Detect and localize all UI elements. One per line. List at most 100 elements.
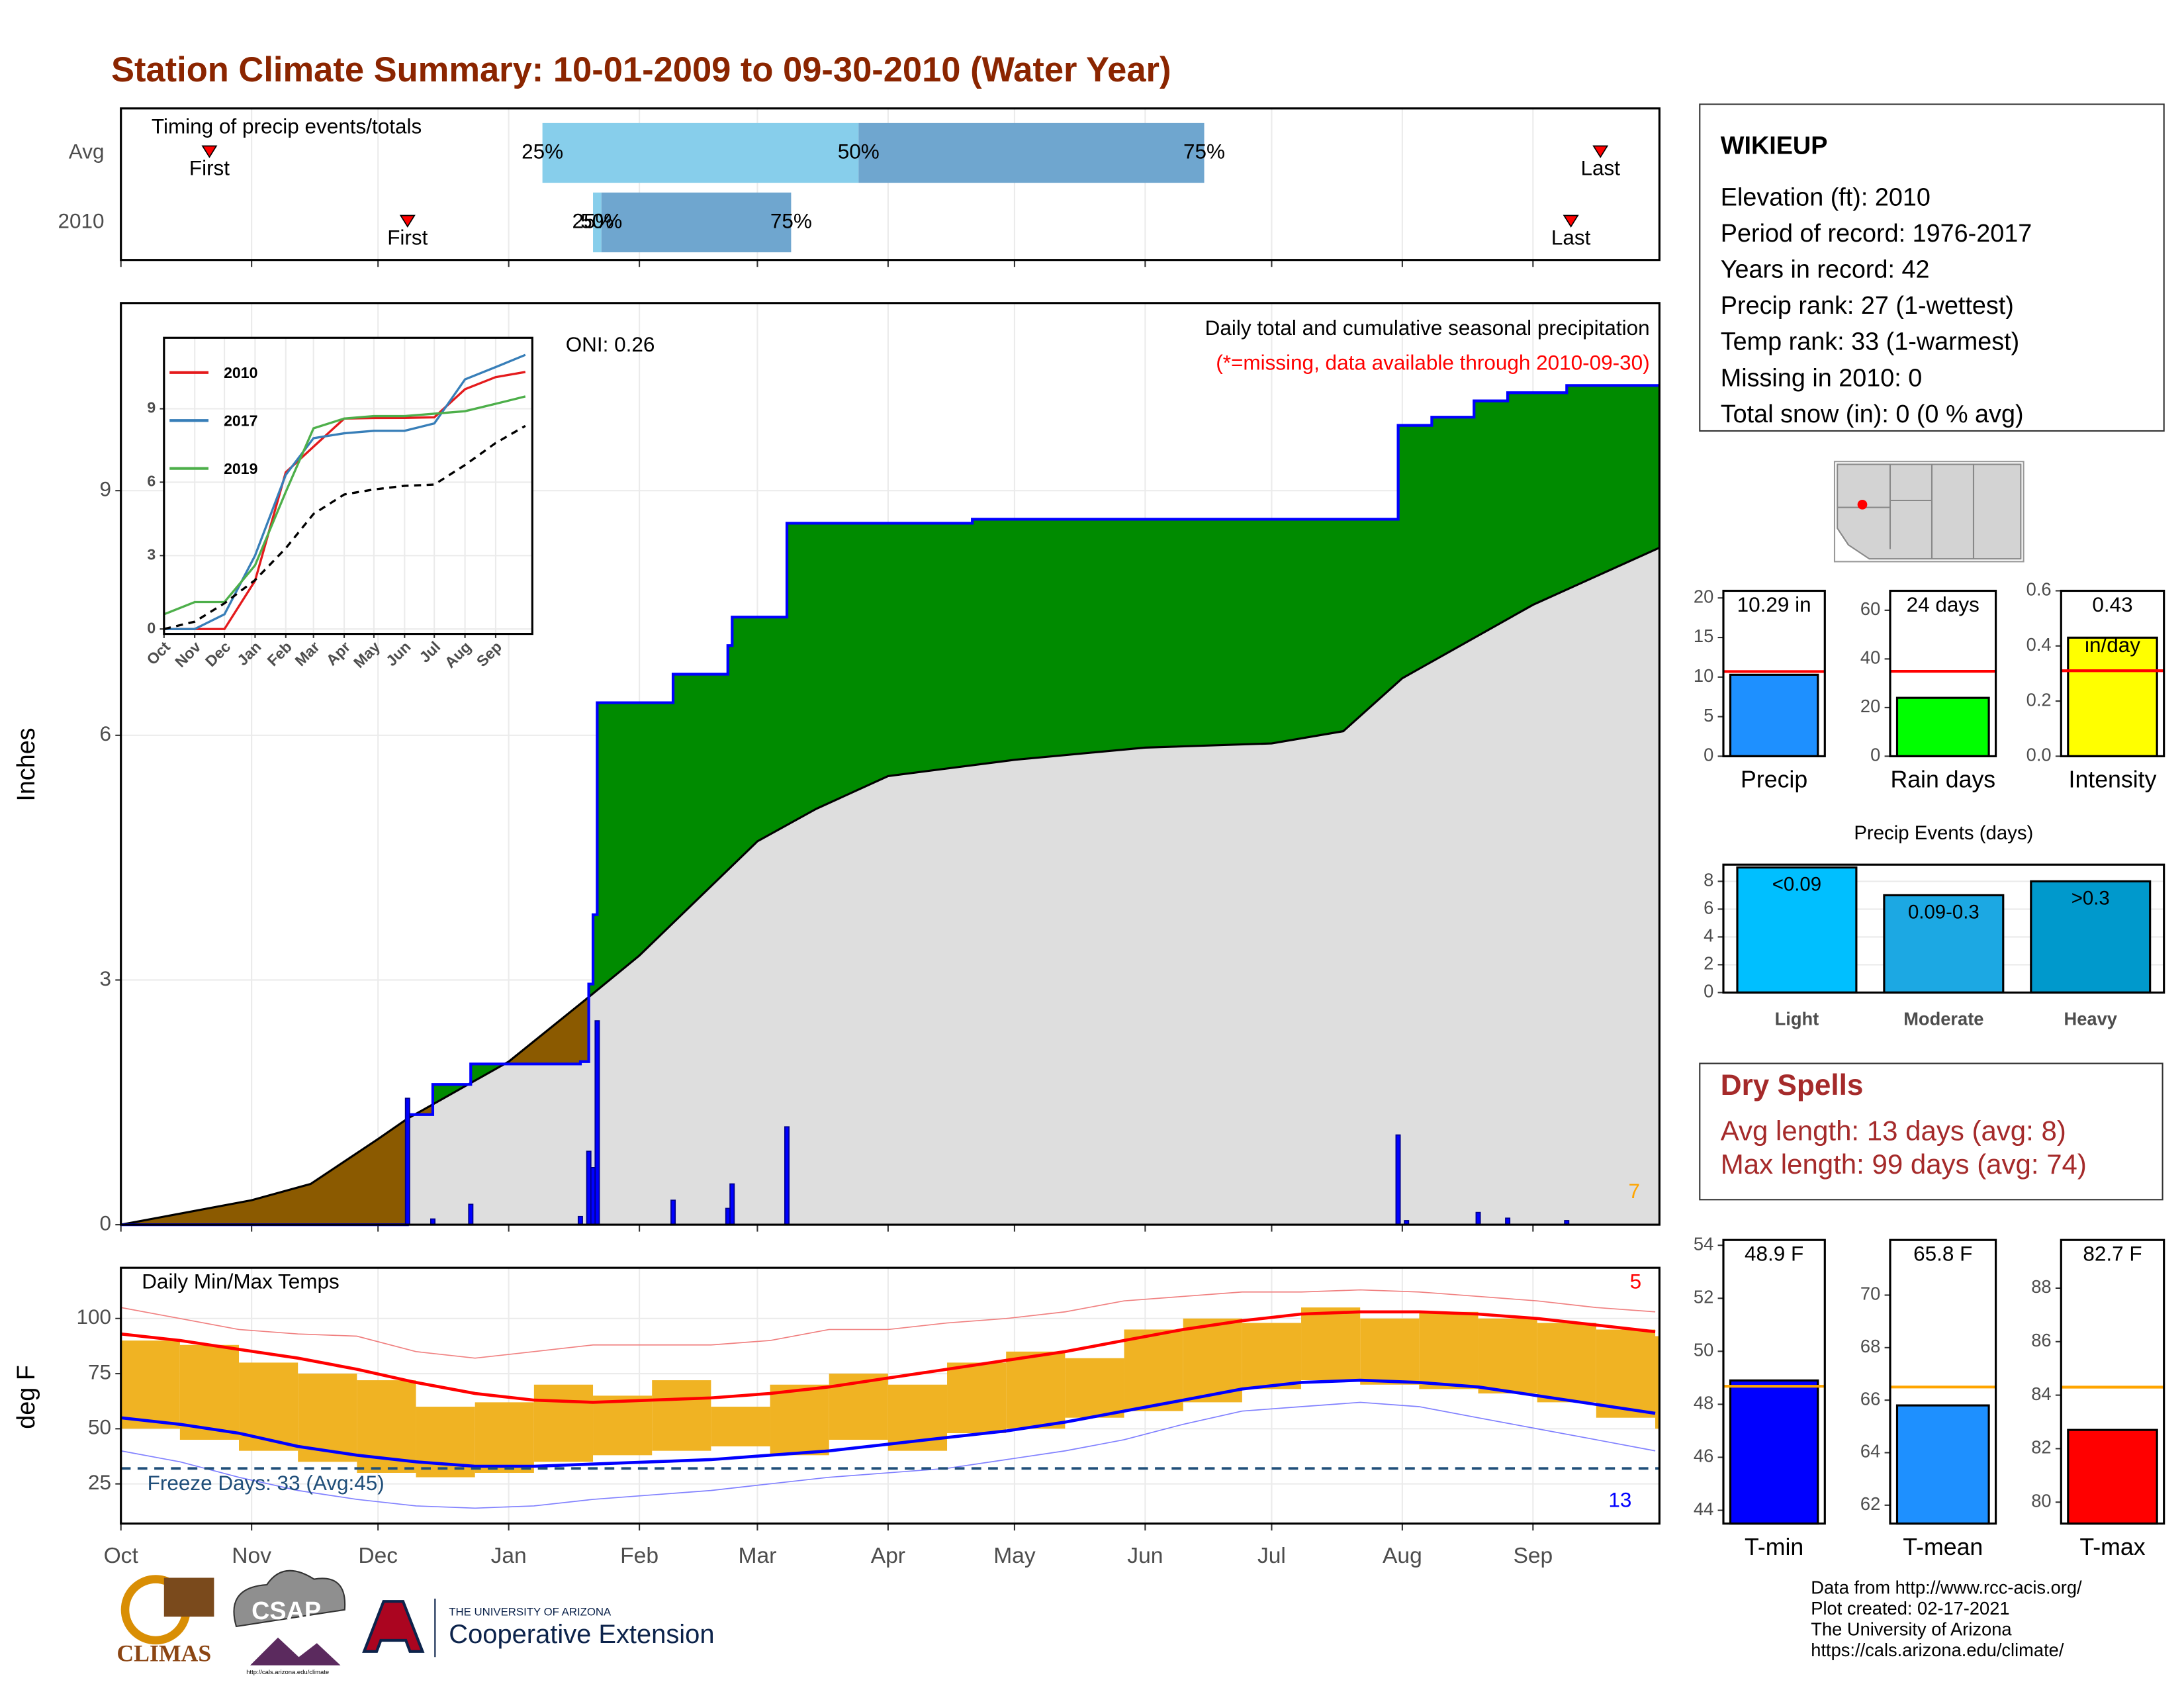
footer-line: The University of Arizona xyxy=(1811,1618,2012,1639)
temp-range-bar xyxy=(770,1384,829,1456)
x-tick-label: Jun xyxy=(1127,1544,1163,1568)
info-line: Temp rank: 33 (1-warmest) xyxy=(1721,328,2019,356)
y-tick-label: 86 xyxy=(2031,1330,2051,1350)
y-tick-label: 80 xyxy=(2031,1490,2051,1511)
panel-frame xyxy=(2060,589,2165,757)
y-tick-label: 60 xyxy=(1860,598,1880,619)
logo-text: CLIMAS xyxy=(116,1640,211,1666)
series-line xyxy=(163,353,526,630)
info-line: Precip rank: 27 (1-wettest) xyxy=(1721,292,2014,320)
footer-line: https://cals.arizona.edu/climate/ xyxy=(1811,1640,2064,1660)
category-label: Intensity xyxy=(2069,767,2157,793)
logo-text: Cooperative Extension xyxy=(449,1620,714,1649)
panel-frame xyxy=(120,1266,1661,1525)
y-tick-label: 20 xyxy=(1860,696,1880,716)
info-line: Missing in 2010: 0 xyxy=(1721,364,1923,392)
info-line: Elevation (ft): 2010 xyxy=(1721,183,1931,211)
daily-bar xyxy=(725,1207,731,1225)
value-label: 65.8 F xyxy=(1913,1242,1972,1266)
page-title: Station Climate Summary: 10-01-2009 to 0… xyxy=(111,50,1171,89)
y-tick-label: 75 xyxy=(88,1360,111,1383)
y-tick-label: 4 xyxy=(1704,925,1713,946)
daily-bar xyxy=(784,1126,790,1225)
y-tick-label: 40 xyxy=(1860,647,1880,668)
x-tick-label: Sep xyxy=(1513,1544,1553,1568)
value-label: 48.9 F xyxy=(1745,1242,1803,1266)
temp-range-bar xyxy=(1478,1318,1537,1394)
bar xyxy=(1883,894,2005,994)
x-tick-label: Dec xyxy=(358,1544,398,1568)
daily-bar xyxy=(594,1020,600,1225)
y-tick-label: 68 xyxy=(1860,1336,1880,1356)
dry-spells-line: Max length: 99 days (avg: 74) xyxy=(1721,1149,2087,1180)
y-tick-label: 0.0 xyxy=(2026,745,2052,765)
y-tick-label: 50 xyxy=(1694,1340,1713,1360)
temp-range-bar xyxy=(1419,1311,1479,1389)
series-line xyxy=(163,424,526,630)
value-label: 10.29 in xyxy=(1737,592,1811,616)
y-tick-label: 9 xyxy=(147,399,156,416)
panel-title: Daily total and cumulative seasonal prec… xyxy=(1205,316,1650,340)
avg-line xyxy=(120,546,1661,1226)
bar xyxy=(1729,673,1819,757)
legend-label: 2017 xyxy=(224,412,257,429)
dry-spells-box xyxy=(1699,1062,2163,1201)
event-marker xyxy=(1592,145,1609,158)
event-label: First xyxy=(189,156,230,180)
freeze-label: Freeze Days: 33 (Avg:45) xyxy=(148,1471,385,1495)
event-label: First xyxy=(387,226,428,250)
daily-bar xyxy=(404,1098,410,1225)
record-low-line xyxy=(120,1401,1656,1509)
y-tick-label: 54 xyxy=(1694,1233,1713,1254)
y-tick-label: 44 xyxy=(1694,1499,1713,1519)
temp-range-bar xyxy=(652,1380,711,1451)
x-tick-label: Nov xyxy=(232,1544,271,1568)
y-tick-label: 70 xyxy=(1860,1284,1880,1304)
row-label: 2010 xyxy=(58,209,104,232)
y-tick-label: 8 xyxy=(1704,870,1713,890)
y-tick-label: 6 xyxy=(99,722,111,745)
temp-range-bar xyxy=(239,1362,298,1451)
x-tick-label: Oct xyxy=(104,1544,139,1568)
event-marker xyxy=(1563,214,1579,228)
footer-line: Plot created: 02-17-2021 xyxy=(1811,1598,2009,1618)
value-label: 82.7 F xyxy=(2083,1242,2142,1266)
panel-frame xyxy=(2060,1239,2165,1525)
category-label: Heavy xyxy=(2064,1009,2118,1029)
annotation: ONI: 0.26 xyxy=(566,332,655,356)
season-line xyxy=(120,384,1660,1227)
panel-subtitle: (*=missing, data available through 2010-… xyxy=(1216,351,1649,375)
corner-note: 7 xyxy=(1628,1179,1640,1203)
event-marker xyxy=(399,214,416,228)
daily-bar xyxy=(590,1167,596,1225)
y-tick-label: 48 xyxy=(1694,1393,1713,1413)
logo-text: THE UNIVERSITY OF ARIZONA xyxy=(449,1605,612,1618)
temp-range-bar xyxy=(711,1407,770,1447)
x-tick-label: Aug xyxy=(1383,1544,1422,1568)
avg-max-line xyxy=(120,1310,1656,1404)
temp-range-bar xyxy=(1537,1323,1596,1403)
bar xyxy=(1736,866,1858,994)
bar xyxy=(2067,1429,2158,1525)
event-label: Last xyxy=(1580,156,1620,180)
dry-spells-title: Dry Spells xyxy=(1721,1069,1864,1102)
y-tick-label: 0 xyxy=(1704,981,1713,1002)
panel-title: Precip Events (days) xyxy=(1854,822,2033,844)
temp-range-bar xyxy=(475,1402,534,1473)
y-tick-label: 100 xyxy=(76,1305,111,1329)
panel-frame xyxy=(120,302,1661,1226)
x-tick-label: Jan xyxy=(491,1544,527,1568)
daily-bar xyxy=(729,1183,735,1225)
y-tick-label: 6 xyxy=(147,472,156,489)
info-box xyxy=(1699,103,2165,432)
y-axis-label: deg F xyxy=(13,1365,40,1429)
category-label: Moderate xyxy=(1903,1009,1983,1029)
temp-range-bar xyxy=(1360,1318,1420,1385)
station-name: WIKIEUP xyxy=(1721,132,1828,160)
temp-range-bar xyxy=(1301,1307,1361,1381)
bar xyxy=(1729,1379,1819,1525)
daily-bar xyxy=(586,1150,592,1225)
temp-range-bar xyxy=(1242,1323,1302,1389)
